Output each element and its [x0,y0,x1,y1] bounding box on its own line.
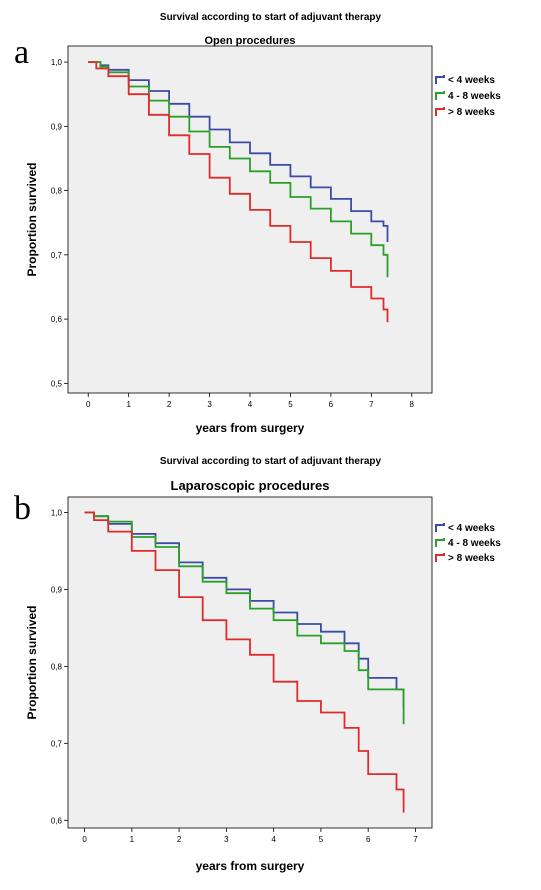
panel-letter: a [14,34,30,71]
x-tick-label: 5 [288,400,293,409]
y-axis-label: Proportion survived [25,162,39,276]
survival-chart-laparoscopic: Laparoscopic procedures 0 1 2 3 4 5 6 7 0,6 0,7 0,8… [25,478,501,873]
legend-label: > 8 weeks [448,107,495,118]
x-tick-label: 3 [207,400,212,409]
x-tick-label: 6 [366,835,371,844]
plot-area [67,496,433,829]
x-tick-label: 4 [248,400,253,409]
x-tick-label: 7 [369,400,374,409]
figure-panel-b: Survival according to start of adjuvant … [0,446,541,890]
y-tick-label: 0,9 [51,122,63,131]
series-line-3 [88,61,389,323]
x-tick-label: 3 [224,835,229,844]
y-tick-label: 0,6 [51,816,63,825]
legend-label: 4 - 8 weeks [448,538,501,549]
chart-title: Laparoscopic procedures [171,478,330,493]
x-tick-label: 1 [126,400,131,409]
panel-letter: b [14,490,31,527]
legend-swatch [435,75,445,84]
series-line-2 [84,511,405,725]
y-tick-label: 0,7 [51,251,63,260]
y-axis-label: Proportion survived [25,605,39,719]
legend-label: < 4 weeks [448,75,495,86]
figure-panel-a: Survival according to start of adjuvant … [0,0,541,440]
legend-swatch [435,107,445,116]
plot-area [67,45,433,394]
y-tick-label: 0,8 [51,187,63,196]
figure-suptitle: Survival according to start of adjuvant … [159,456,382,467]
legend-label: 4 - 8 weeks [448,91,501,102]
legend-swatch [435,523,445,532]
y-tick-label: 1,0 [51,58,63,67]
y-tick-label: 0,8 [51,662,63,671]
x-tick-label: 4 [271,835,276,844]
y-tick-label: 0,5 [51,379,63,388]
x-tick-label: 2 [177,835,182,844]
x-tick-label: 1 [130,835,135,844]
x-tick-label: 2 [167,400,172,409]
x-axis-label: years from surgery [196,421,305,435]
legend-swatch [435,553,445,562]
x-tick-label: 5 [319,835,324,844]
series-line-3 [84,511,405,813]
legend-label: > 8 weeks [448,553,495,564]
x-axis-label: years from surgery [196,859,305,873]
x-tick-label: 0 [86,400,91,409]
y-tick-label: 0,6 [51,315,63,324]
legend-label: < 4 weeks [448,523,495,534]
legend-swatch [435,91,445,100]
chart-title: Open procedures [204,35,295,47]
x-tick-label: 6 [329,400,334,409]
y-tick-label: 1,0 [51,508,63,517]
survival-chart-open: Open procedures 0 1 2 3 4 5 6 7 8 0,5 0,6 0,7 0,8 0,9 1… [25,35,501,435]
y-tick-label: 0,7 [51,739,63,748]
figure-suptitle: Survival according to start of adjuvant … [159,12,382,23]
y-tick-label: 0,9 [51,585,63,594]
x-tick-label: 8 [410,400,415,409]
x-tick-label: 0 [82,835,87,844]
x-tick-label: 7 [413,835,418,844]
legend-swatch [435,538,445,547]
